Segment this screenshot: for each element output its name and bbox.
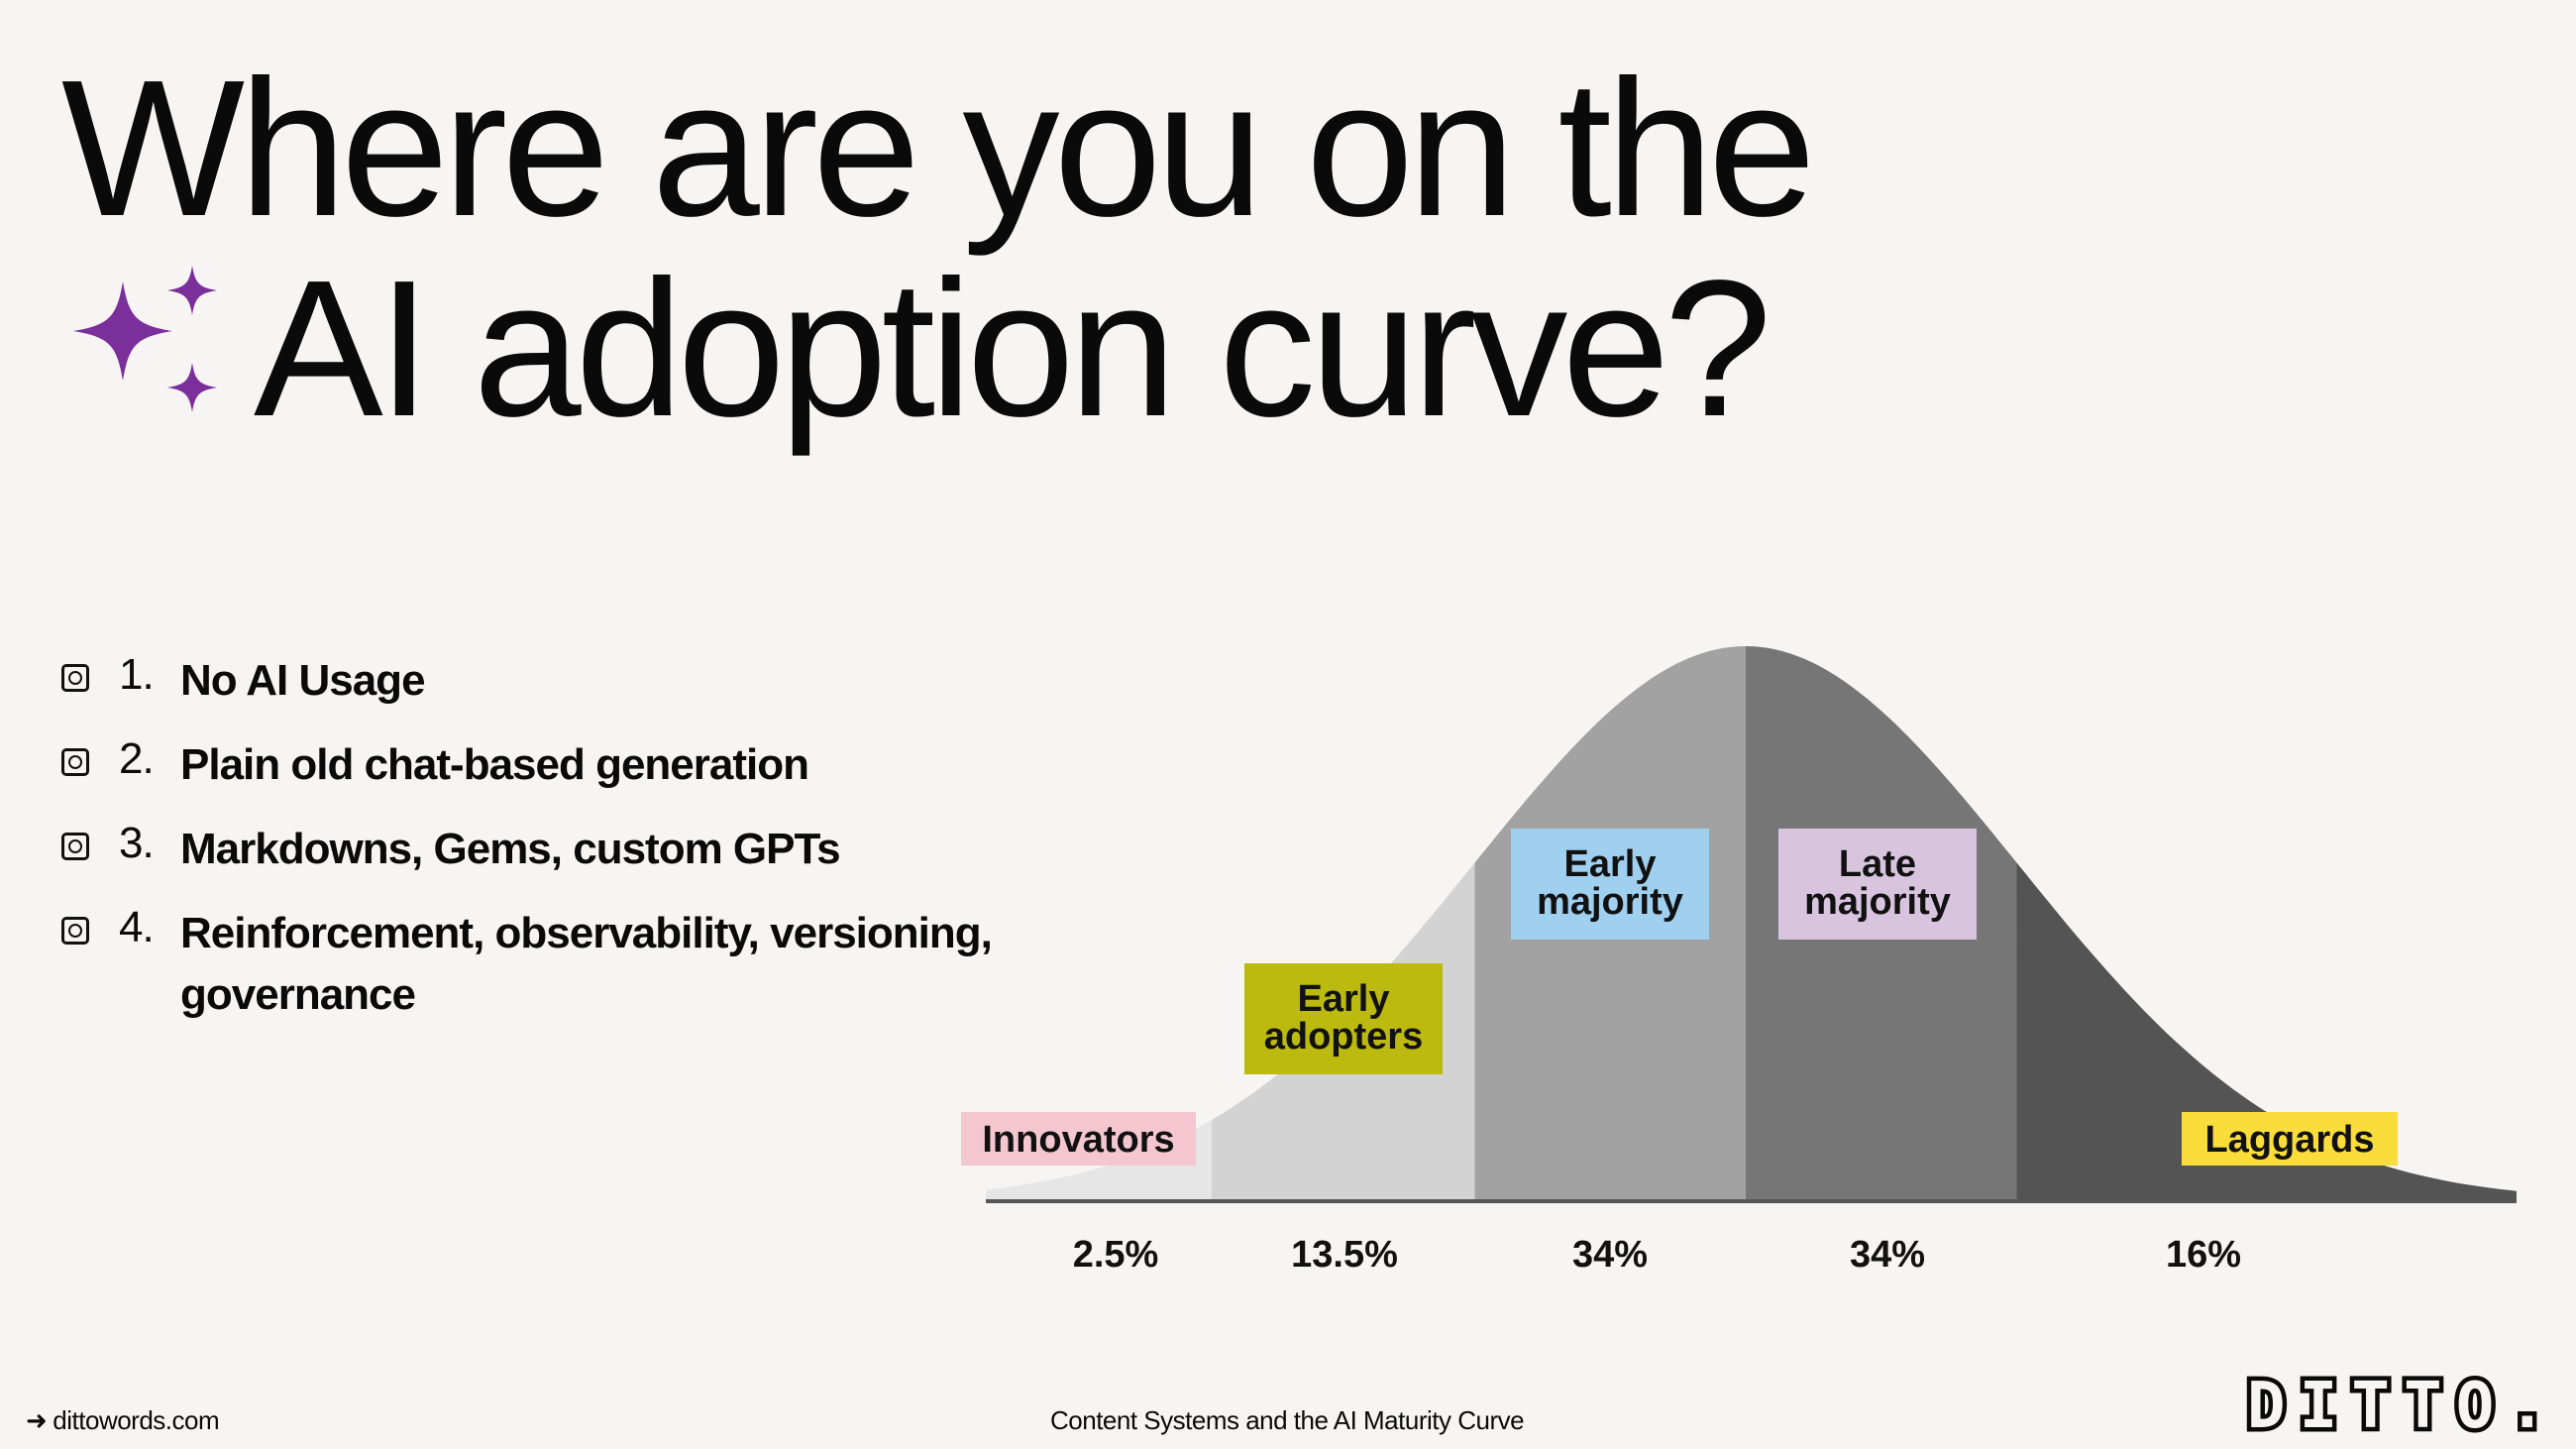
footer-link[interactable]: ➜ dittowords.com — [26, 1405, 220, 1436]
percentage-label: 16% — [2166, 1234, 2241, 1276]
curve-segment-0 — [986, 1120, 1213, 1201]
percentage-label: 34% — [1572, 1234, 1648, 1276]
category-label-box — [2182, 1112, 2398, 1166]
checkbox-icon — [61, 917, 89, 945]
title-line-1: Where are you on the — [61, 40, 1816, 257]
agenda-text: Markdowns, Gems, custom GPTs — [180, 825, 841, 873]
category-label-box — [1244, 963, 1443, 1074]
percentage-label: 34% — [1850, 1234, 1925, 1276]
percentage-label: 13.5% — [1291, 1234, 1398, 1276]
agenda-number: 1. — [119, 650, 155, 699]
footer-title: Content Systems and the AI Maturity Curv… — [1050, 1405, 1525, 1435]
checkbox-icon — [61, 833, 89, 860]
agenda-number: 4. — [119, 903, 155, 951]
category-label-box — [961, 1112, 1196, 1166]
percentage-label: 2.5% — [1073, 1234, 1159, 1276]
agenda-text: Reinforcement, observability, versioning… — [180, 909, 993, 1019]
category-label: Laggards — [2204, 1119, 2374, 1161]
footer-link-text[interactable]: dittowords.com — [53, 1405, 220, 1435]
checkbox-icon — [61, 664, 89, 692]
category-label-box — [1511, 829, 1709, 940]
title-line-2: AI adoption curve? — [254, 240, 1771, 457]
arrow-right-icon: ➜ — [26, 1405, 48, 1435]
agenda-number: 3. — [119, 819, 155, 867]
agenda-text: Plain old chat-based generation — [180, 740, 809, 789]
checkbox-icon — [61, 748, 89, 776]
category-label-box — [1778, 829, 1977, 940]
curve-segment-4 — [2016, 862, 2517, 1201]
agenda-number: 2. — [119, 734, 155, 783]
category-label: Late majority — [1804, 843, 1951, 923]
logo-text: DITTO. — [2247, 1376, 2550, 1435]
category-label: Early majority — [1537, 843, 1683, 923]
category-label: Early adopters — [1264, 978, 1423, 1058]
category-label: Innovators — [982, 1119, 1174, 1161]
ditto-logo: DITTO. — [2243, 1376, 2551, 1435]
sparkles-icon — [73, 266, 217, 412]
agenda-text: No AI Usage — [180, 656, 426, 705]
